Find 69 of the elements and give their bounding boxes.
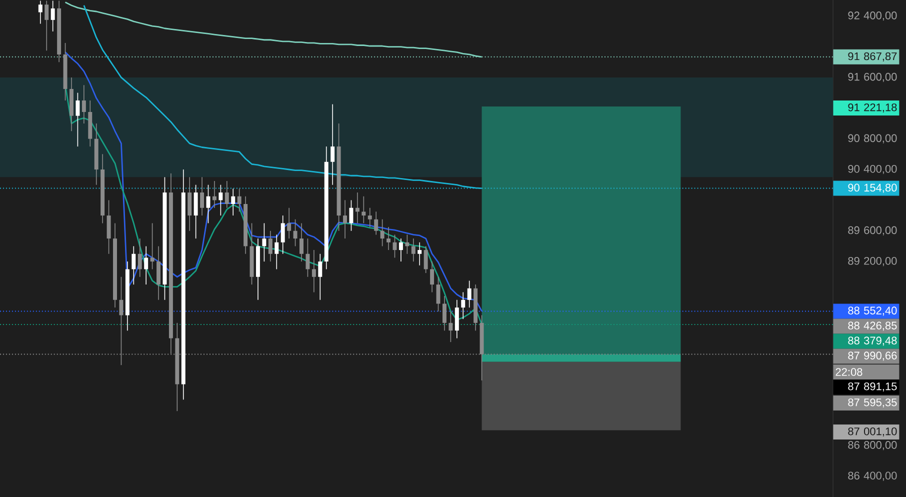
candlestick: [386, 226, 391, 250]
candlestick: [424, 246, 428, 274]
candlestick: [237, 188, 242, 212]
candlestick: [343, 200, 348, 239]
candlestick: [312, 250, 316, 293]
y-tick-label: 90 800,00: [848, 134, 897, 144]
candlestick: [300, 222, 304, 262]
candlestick: [368, 207, 372, 228]
candlestick: [50, 0, 55, 32]
candlestick: [349, 200, 354, 232]
candlestick: [268, 230, 272, 262]
candlestick: [448, 310, 453, 342]
candlestick: [76, 92, 80, 147]
y-tick-label: 89 600,00: [848, 226, 897, 236]
y-tick-label: 90 400,00: [848, 164, 897, 174]
ref-line-label: 91 867,87: [848, 52, 897, 62]
candlestick: [156, 246, 161, 300]
candlestick: [318, 253, 322, 300]
candlestick: [287, 207, 292, 239]
text: 87 001,10: [848, 427, 897, 437]
candlestick: [44, 0, 49, 52]
text: 22:08: [836, 368, 862, 376]
candlestick: [138, 238, 142, 278]
candlestick: [442, 296, 446, 331]
candlestick: [454, 299, 459, 339]
text: 87 595,35: [848, 398, 897, 408]
candlestick: [436, 276, 440, 312]
candlestick: [411, 238, 416, 262]
y-tick-label: 91 600,00: [848, 72, 897, 82]
candlestick: [231, 188, 236, 216]
candlestick: [188, 176, 192, 232]
candlestick: [430, 261, 434, 293]
candlestick: [405, 234, 410, 254]
candlestick: [467, 280, 472, 308]
y-tick-label: 92 400,00: [848, 12, 897, 21]
candlestick: [418, 242, 422, 266]
text: 91 221,18: [848, 103, 897, 113]
y-tick-label: 86 400,00: [848, 472, 897, 481]
ref-line-label: 88 379,48: [848, 336, 897, 346]
candlestick: [330, 104, 335, 186]
y-tick-label: 89 200,00: [848, 256, 897, 266]
text: 87 891,15: [848, 382, 897, 392]
candlestick: [144, 246, 148, 285]
candlestick: [374, 211, 378, 236]
candlestick: [150, 222, 154, 270]
candlestick: [355, 192, 360, 224]
candlestick: [280, 215, 285, 254]
candlestick: [362, 196, 366, 224]
ref-line-label: 90 154,80: [848, 184, 897, 193]
ref-line-label: 87 990,66: [848, 352, 897, 361]
candlestick: [200, 176, 204, 216]
candlestick: [218, 184, 223, 216]
ref-line-label: 88 552,40: [848, 306, 897, 316]
candlestick: [306, 238, 310, 278]
candlestick: [106, 200, 111, 254]
candlestick: [132, 246, 136, 285]
candlestick: [82, 84, 86, 124]
candlestick: [262, 222, 266, 262]
candlestick: [212, 180, 216, 208]
candlestick: [380, 218, 384, 247]
candlestick: [38, 0, 42, 24]
y-tick-label: 86 800,00: [848, 441, 897, 450]
candlestick: [461, 292, 466, 320]
candlestick: [274, 234, 279, 270]
candlestick: [194, 184, 198, 239]
text: 88 426,85: [848, 322, 897, 331]
candlestick: [293, 218, 298, 247]
candlestick: [398, 238, 403, 262]
candlestick: [224, 180, 229, 208]
